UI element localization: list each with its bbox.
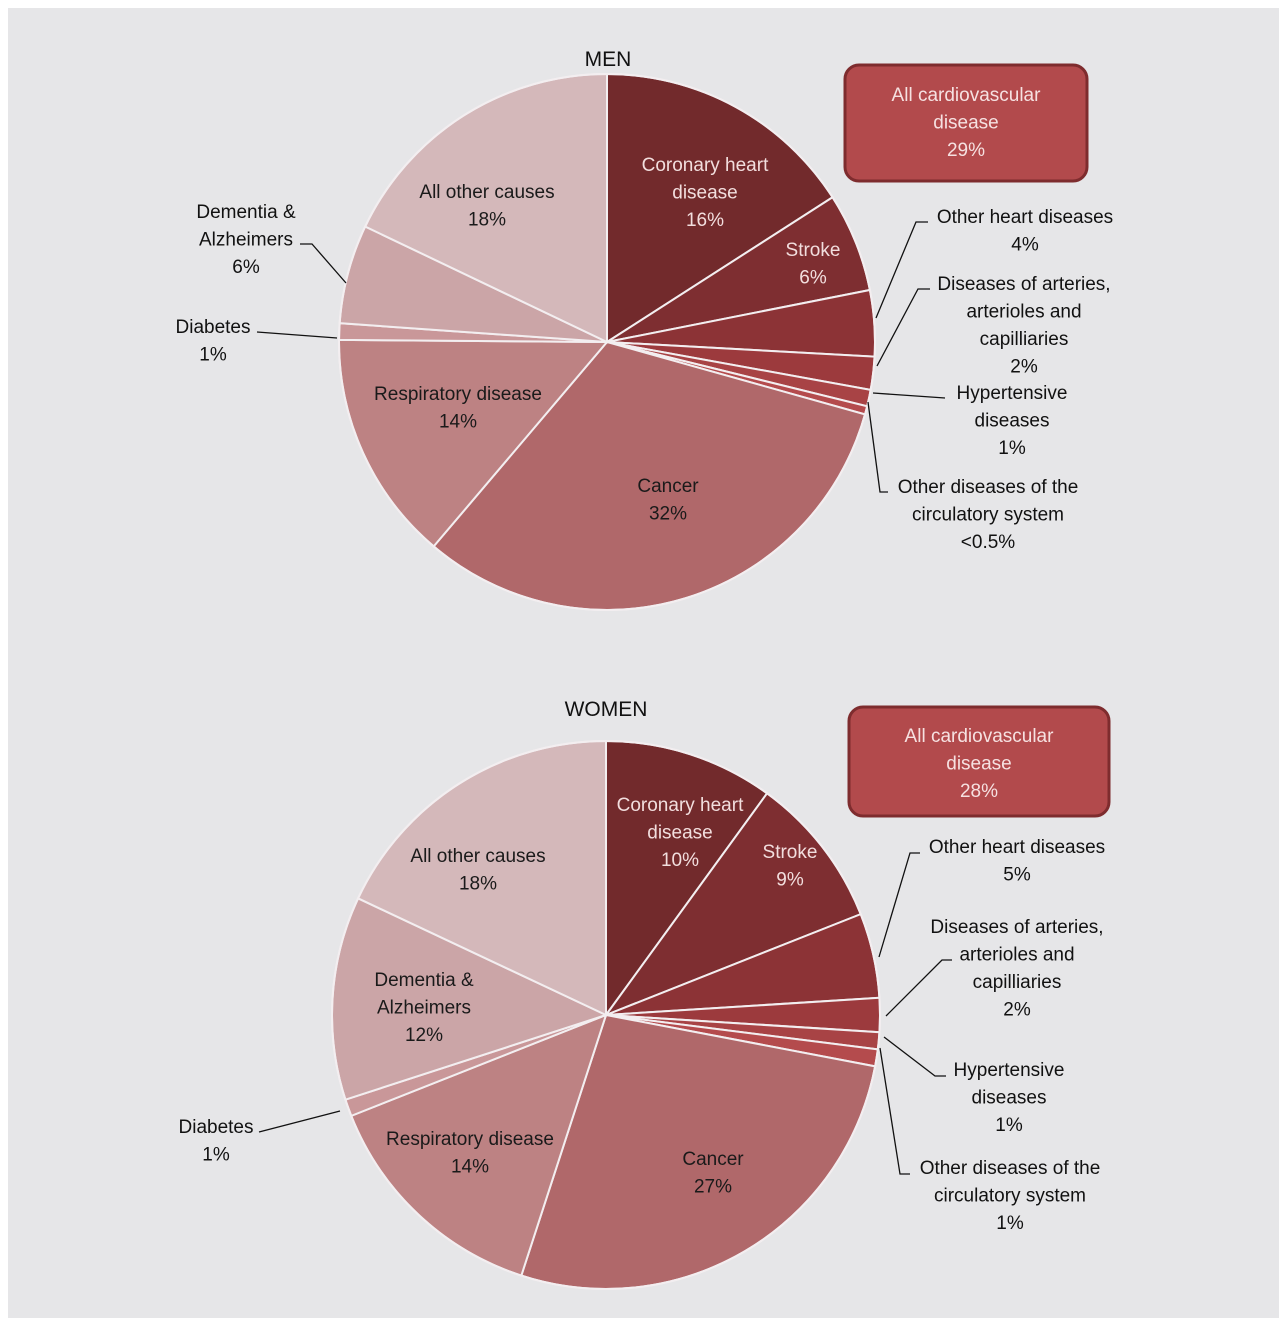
data-label-diseases-of-arteries-arterioles-and-capilliaries: Diseases of arteries, arterioles and capil… (930, 917, 1103, 1021)
data-label-respiratory-disease: Respiratory disease 14% (386, 1129, 554, 1178)
leader-line-diabetes (256, 331, 338, 339)
slice-labels: Coronary heart disease 10% Stroke 9% Other he… (179, 795, 1106, 1234)
leader-line-diseases-of-arteries-arterioles-and-capilliaries (885, 959, 952, 1017)
data-label-cancer: Cancer 27% (682, 1149, 744, 1198)
slice-labels: Coronary heart disease 16% Stroke 6% Other he… (176, 155, 1114, 553)
cardiovascular-summary-box: All cardiovascular disease 28% (847, 705, 1111, 818)
data-label-hypertensive-diseases: Hypertensive diseases 1% (954, 1060, 1065, 1136)
data-label-hypertensive-diseases: Hypertensive diseases 1% (957, 383, 1068, 459)
pie-outline (338, 73, 876, 611)
pie-chart-men: MEN Coronary heart disease 16% Stroke 6% Other… (176, 48, 1114, 611)
summary-box-text: All cardiovascular disease 29% (892, 85, 1042, 161)
data-label-respiratory-disease: Respiratory disease 14% (374, 384, 542, 433)
leader-line-diseases-of-arteries-arterioles-and-capilliaries (876, 288, 930, 367)
leader-line-diabetes (258, 1110, 341, 1133)
leader-line-hypertensive-diseases (872, 392, 946, 399)
cardiovascular-summary-box: All cardiovascular disease 29% (843, 63, 1089, 183)
pie-chart-women: WOMEN Coronary heart disease 10% Stroke 9% Oth… (179, 698, 1111, 1290)
leader-line-other-heart-diseases (875, 221, 928, 319)
data-label-diabetes: Diabetes 1% (179, 1117, 254, 1166)
chart-title: MEN (585, 48, 632, 71)
data-label-other-diseases-of-the-circulatory-system: Other diseases of the circulatory system <… (898, 477, 1079, 553)
data-label-diabetes: Diabetes 1% (176, 317, 251, 366)
data-label-dementia-and-alzheimers: Dementia & Alzheimers 12% (374, 970, 474, 1046)
data-label-stroke: Stroke 6% (786, 240, 841, 289)
data-label-other-heart-diseases: Other heart diseases 4% (937, 207, 1113, 256)
pie-outline (331, 740, 881, 1290)
leader-line-hypertensive-diseases (883, 1036, 946, 1077)
data-label-coronary-heart-disease: Coronary heart disease 10% (617, 795, 744, 871)
summary-box-background (847, 705, 1111, 818)
data-label-stroke: Stroke 9% (763, 842, 818, 891)
data-label-dementia-and-alzheimers: Dementia & Alzheimers 6% (196, 202, 296, 278)
data-label-all-other-causes: All other causes 18% (419, 182, 554, 231)
leader-line-dementia-and-alzheimers (300, 243, 347, 284)
chart-title: WOMEN (565, 698, 648, 721)
data-label-cancer: Cancer 32% (637, 476, 699, 525)
summary-box-text: All cardiovascular disease 28% (905, 726, 1055, 802)
data-label-other-heart-diseases: Other heart diseases 5% (929, 837, 1105, 886)
data-label-other-diseases-of-the-circulatory-system: Other diseases of the circulatory system 1… (920, 1158, 1101, 1234)
data-label-diseases-of-arteries-arterioles-and-capilliaries: Diseases of arteries, arterioles and capil… (937, 274, 1110, 378)
pie-slices (338, 72, 876, 611)
leader-line-other-diseases-of-the-circulatory-system (879, 1047, 910, 1175)
leader-line-other-diseases-of-the-circulatory-system (867, 401, 888, 493)
data-label-all-other-causes: All other causes 18% (410, 846, 545, 895)
data-label-coronary-heart-disease: Coronary heart disease 16% (642, 155, 769, 231)
summary-box-background (843, 63, 1089, 183)
leader-line-other-heart-diseases (878, 852, 920, 958)
